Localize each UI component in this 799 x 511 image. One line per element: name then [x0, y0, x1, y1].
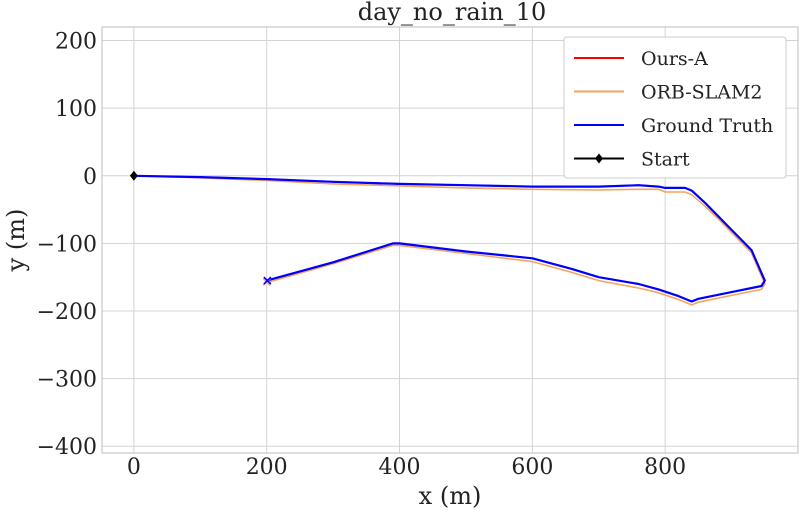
x-tick-label: 400: [379, 455, 421, 480]
legend-label: Ground Truth: [641, 115, 773, 137]
x-tick-label: 200: [246, 455, 288, 480]
legend-label: Start: [641, 149, 690, 171]
grid-lines: [102, 27, 798, 453]
y-tick-label: 100: [55, 97, 97, 122]
y-tick-label: −100: [37, 232, 97, 257]
legend: Ours-A ORB-SLAM2 Ground Truth Start: [563, 36, 787, 179]
series-line-ours-a: [133, 175, 766, 303]
y-tick-label: 0: [83, 165, 97, 190]
y-tick-label: −200: [37, 300, 97, 325]
series-line-orb-slam2: [133, 175, 766, 306]
x-tick-label: 0: [127, 455, 141, 480]
y-tick-label: −400: [37, 435, 97, 460]
x-tick-label: 800: [644, 455, 686, 480]
legend-start-marker: [595, 153, 603, 164]
y-tick-label: 200: [55, 30, 97, 55]
y-axis-label: y (m): [2, 209, 30, 273]
legend-label: Ours-A: [641, 48, 708, 70]
plot-frame: [101, 26, 799, 454]
y-tick-label: −300: [37, 368, 97, 393]
series-line-ground-truth: [133, 174, 766, 303]
start-marker: [129, 170, 138, 181]
legend-box: [563, 36, 787, 179]
x-axis-label: x (m): [419, 482, 482, 510]
x-tick-label: 600: [511, 455, 553, 480]
end-marker: [263, 276, 272, 285]
chart-title: day_no_rain_10: [358, 0, 547, 26]
series-layer: [129, 170, 766, 306]
legend-label: ORB-SLAM2: [641, 82, 763, 104]
tick-labels: 0 200 400 600 800 200 100 0 −100 −200 −300 −400: [37, 30, 687, 480]
